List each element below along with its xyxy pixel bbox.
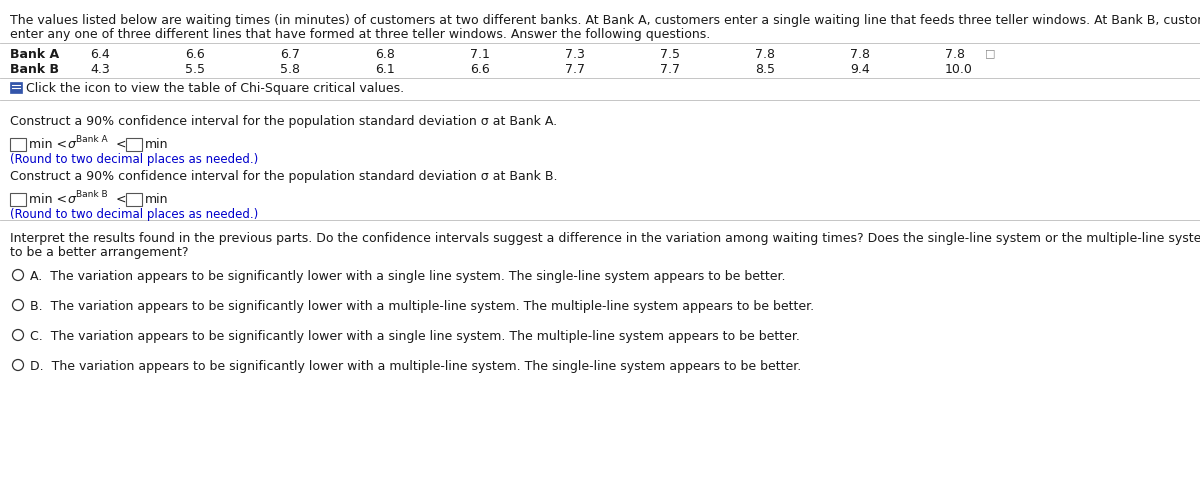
Text: Bank A: Bank A bbox=[10, 48, 59, 61]
Text: Bank A: Bank A bbox=[76, 135, 108, 144]
Text: 5.5: 5.5 bbox=[185, 63, 205, 76]
Text: 6.7: 6.7 bbox=[280, 48, 300, 61]
Circle shape bbox=[12, 359, 24, 371]
Text: 9.4: 9.4 bbox=[850, 63, 870, 76]
Text: Click the icon to view the table of Chi-Square critical values.: Click the icon to view the table of Chi-… bbox=[26, 82, 404, 95]
Text: min <: min < bbox=[29, 193, 71, 206]
Text: enter any one of three different lines that have formed at three teller windows.: enter any one of three different lines t… bbox=[10, 28, 710, 41]
FancyBboxPatch shape bbox=[10, 193, 26, 206]
Circle shape bbox=[12, 270, 24, 280]
Text: D.  The variation appears to be significantly lower with a multiple-line system.: D. The variation appears to be significa… bbox=[30, 360, 802, 373]
Text: min: min bbox=[145, 138, 168, 151]
Text: 7.5: 7.5 bbox=[660, 48, 680, 61]
Text: (Round to two decimal places as needed.): (Round to two decimal places as needed.) bbox=[10, 208, 258, 221]
Text: Interpret the results found in the previous parts. Do the confidence intervals s: Interpret the results found in the previ… bbox=[10, 232, 1200, 245]
FancyBboxPatch shape bbox=[126, 193, 142, 206]
Text: 6.6: 6.6 bbox=[470, 63, 490, 76]
Text: 7.3: 7.3 bbox=[565, 48, 584, 61]
Text: 7.7: 7.7 bbox=[565, 63, 586, 76]
Circle shape bbox=[12, 300, 24, 310]
Text: min <: min < bbox=[29, 138, 71, 151]
Text: 4.3: 4.3 bbox=[90, 63, 109, 76]
Text: <: < bbox=[116, 138, 131, 151]
Text: Construct a 90% confidence interval for the population standard deviation σ at B: Construct a 90% confidence interval for … bbox=[10, 115, 557, 128]
Text: to be a better arrangement?: to be a better arrangement? bbox=[10, 246, 188, 259]
Text: 6.6: 6.6 bbox=[185, 48, 205, 61]
Text: 7.7: 7.7 bbox=[660, 63, 680, 76]
Text: 7.8: 7.8 bbox=[850, 48, 870, 61]
Text: □: □ bbox=[985, 48, 996, 58]
Text: σ: σ bbox=[68, 193, 76, 206]
Text: 7.8: 7.8 bbox=[755, 48, 775, 61]
Text: B.  The variation appears to be significantly lower with a multiple-line system.: B. The variation appears to be significa… bbox=[30, 300, 814, 313]
Text: The values listed below are waiting times (in minutes) of customers at two diffe: The values listed below are waiting time… bbox=[10, 14, 1200, 27]
Text: 10.0: 10.0 bbox=[946, 63, 973, 76]
Text: <: < bbox=[116, 193, 131, 206]
Text: 5.8: 5.8 bbox=[280, 63, 300, 76]
Text: 7.1: 7.1 bbox=[470, 48, 490, 61]
FancyBboxPatch shape bbox=[126, 138, 142, 151]
Text: 8.5: 8.5 bbox=[755, 63, 775, 76]
Text: C.  The variation appears to be significantly lower with a single line system. T: C. The variation appears to be significa… bbox=[30, 330, 800, 343]
Text: Bank B: Bank B bbox=[10, 63, 59, 76]
Text: 6.1: 6.1 bbox=[374, 63, 395, 76]
Text: 6.8: 6.8 bbox=[374, 48, 395, 61]
Text: σ: σ bbox=[68, 138, 76, 151]
Text: A.  The variation appears to be significantly lower with a single line system. T: A. The variation appears to be significa… bbox=[30, 270, 786, 283]
Circle shape bbox=[12, 329, 24, 340]
Text: Construct a 90% confidence interval for the population standard deviation σ at B: Construct a 90% confidence interval for … bbox=[10, 170, 558, 183]
Text: min: min bbox=[145, 193, 168, 206]
FancyBboxPatch shape bbox=[10, 138, 26, 151]
Text: 7.8: 7.8 bbox=[946, 48, 965, 61]
FancyBboxPatch shape bbox=[10, 82, 22, 93]
Text: (Round to two decimal places as needed.): (Round to two decimal places as needed.) bbox=[10, 153, 258, 166]
Text: 6.4: 6.4 bbox=[90, 48, 109, 61]
Text: Bank B: Bank B bbox=[76, 190, 108, 199]
